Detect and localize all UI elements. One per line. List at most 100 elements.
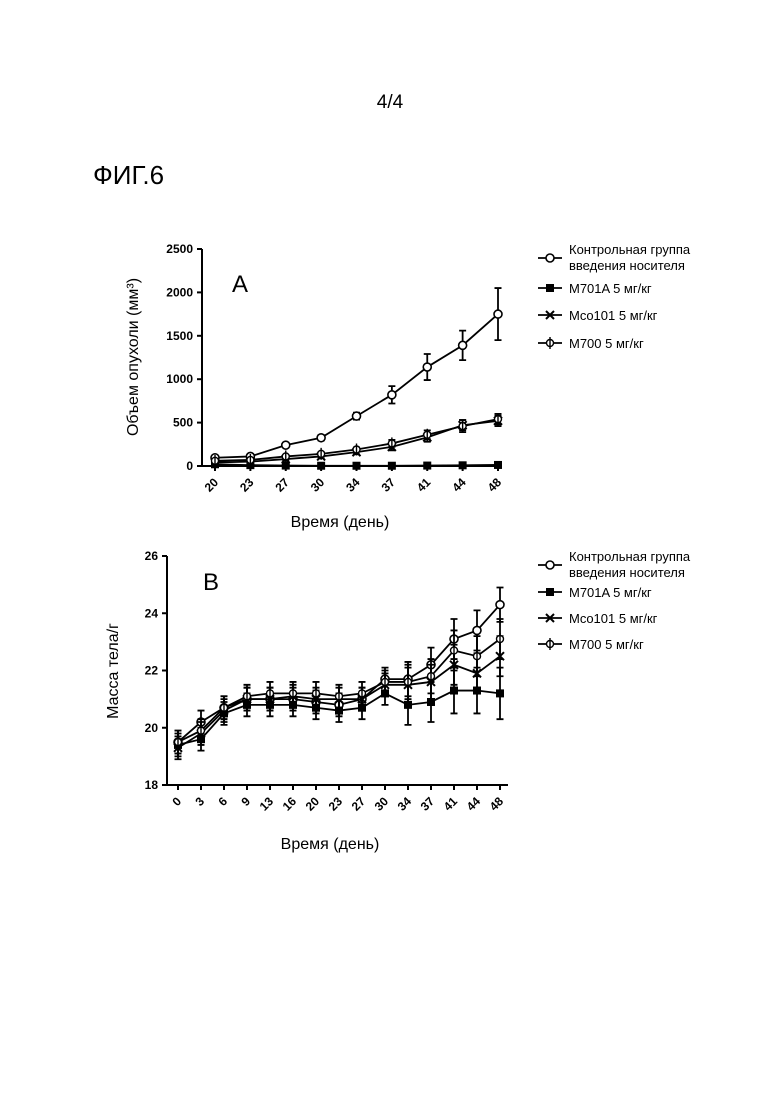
panel-a-series-vehicle-point-3 xyxy=(317,434,325,442)
panel-b-x-tick-label-0: 0 xyxy=(169,794,184,809)
panel-b-x-tick-label-14: 48 xyxy=(487,794,507,814)
panel-a-series-vehicle-point-4 xyxy=(353,412,361,420)
panel-a-series-m701a-point-3-shape xyxy=(317,462,325,470)
legend-b-vehicle-line1: Контрольная группа xyxy=(569,549,691,564)
panel-a-x-tick-label-1: 23 xyxy=(237,475,257,495)
panel-a-x-tick-label-5: 37 xyxy=(379,475,399,495)
panel-b-y-tick-label-2: 22 xyxy=(145,664,159,678)
panel-a-series-vehicle-point-8-shape xyxy=(494,310,502,318)
legend-b-mco101: Mco101 5 мг/кг xyxy=(569,611,658,626)
panel-a-series-m701a-point-6 xyxy=(423,462,431,470)
panel-a-series-vehicle-point-5-shape xyxy=(388,391,396,399)
panel-b-series-m700-point-12 xyxy=(451,644,458,656)
legend-a-vehicle-marker-shape xyxy=(546,254,554,262)
panel-a-y-tick-label-5: 2500 xyxy=(166,242,193,256)
legend-b-m700: M700 5 мг/кг xyxy=(569,637,644,652)
legend-panel-b: Контрольная группа введения носителя M70… xyxy=(538,549,691,652)
panel-b-series-vehicle-point-13-shape xyxy=(473,626,481,634)
legend-a-vehicle-line2: введения носителя xyxy=(569,258,685,273)
panel-b-x-tick-label-1: 3 xyxy=(192,794,207,809)
panel-a-y-tick-label-1: 500 xyxy=(173,416,193,430)
panel-a-x-tick-label-4: 34 xyxy=(343,475,363,495)
panel-a-series-m701a-point-5 xyxy=(388,462,396,470)
legend-a-vehicle-line1: Контрольная группа xyxy=(569,242,691,257)
panel-a-series-m701a-point-8-shape xyxy=(494,461,502,469)
legend-a-m701a-marker-shape xyxy=(546,284,554,292)
panel-a-x-axis-title: Время (день) xyxy=(291,514,390,531)
panel-a-series-m701a-point-5-shape xyxy=(388,462,396,470)
legend-b-m701a-marker xyxy=(546,588,554,596)
panel-a-series-m701a-point-7 xyxy=(459,461,467,469)
panel-b-x-tick-label-5: 16 xyxy=(280,794,300,814)
panel-b-series-m701a-point-12 xyxy=(450,687,458,695)
panel-a-x-tick-label-8: 48 xyxy=(485,475,505,495)
panel-a-series-vehicle-point-2 xyxy=(282,441,290,449)
panel-b-series-m701a-point-14 xyxy=(496,689,504,697)
legend-b-m701a: M701A 5 мг/кг xyxy=(569,585,652,600)
panel-a-y-tick-label-3: 1500 xyxy=(166,329,193,343)
chart-panel-b: B Масса тела/г Время (день) 182022242603… xyxy=(105,549,508,853)
legend-b-vehicle-line2: введения носителя xyxy=(569,565,685,580)
panel-a-x-tick-label-3: 30 xyxy=(308,475,328,495)
panel-a-series-vehicle-point-5 xyxy=(388,391,396,399)
panel-b-series-vehicle-point-14 xyxy=(496,601,504,609)
legend-panel-a: Контрольная группа введения носителя M70… xyxy=(538,242,691,351)
panel-b-x-tick-label-12: 41 xyxy=(441,794,461,814)
panel-a-y-tick-label-0: 0 xyxy=(186,459,193,473)
panel-b-series-vehicle-point-13 xyxy=(473,626,481,634)
legend-b-vehicle-marker-shape xyxy=(546,561,554,569)
legend-b-m700-marker xyxy=(547,638,554,650)
panel-b-x-tick-label-3: 9 xyxy=(238,794,253,809)
legend-a-mco101: Mco101 5 мг/кг xyxy=(569,308,658,323)
panel-a-series-m701a-point-3 xyxy=(317,462,325,470)
panel-b-x-tick-label-4: 13 xyxy=(257,794,277,814)
panel-a-y-tick-label-2: 1000 xyxy=(166,372,193,386)
chart-panel-a: A Объем опухоли (мм³) Время (день) 0 500 1… xyxy=(125,242,504,531)
panel-a-series-m701a-point-8 xyxy=(494,461,502,469)
legend-a-vehicle-marker xyxy=(546,254,554,262)
panel-a-y-tick-label-4: 2000 xyxy=(166,285,193,299)
panel-a-label: A xyxy=(232,271,248,298)
panel-a-series-m701a-point-7-shape xyxy=(459,461,467,469)
legend-a-m700-marker xyxy=(547,337,554,349)
panel-b-y-axis-title: Масса тела/г xyxy=(105,623,122,719)
panel-a-x-tick-label-2: 27 xyxy=(273,475,293,495)
panel-b-x-tick-label-10: 34 xyxy=(395,794,415,814)
panel-b-x-tick-label-9: 30 xyxy=(372,794,392,814)
panel-a-series-m701a-point-6-shape xyxy=(423,462,431,470)
panel-a-series-vehicle-point-7 xyxy=(459,341,467,349)
legend-a-m701a-marker xyxy=(546,284,554,292)
panel-a-series-vehicle-point-3-shape xyxy=(317,434,325,442)
panel-b-x-axis-title: Время (день) xyxy=(281,836,380,853)
figure-canvas: A Объем опухоли (мм³) Время (день) 0 500 1… xyxy=(0,0,780,1103)
panel-a-series-vehicle-point-8 xyxy=(494,310,502,318)
panel-a-series-vehicle-line xyxy=(215,314,498,458)
panel-b-x-tick-label-8: 27 xyxy=(349,794,369,814)
panel-a-series-m701a-point-4 xyxy=(353,462,361,470)
panel-b-x-tick-label-13: 44 xyxy=(464,794,484,814)
legend-a-m701a: M701A 5 мг/кг xyxy=(569,281,652,296)
panel-b-label: B xyxy=(203,569,219,596)
panel-a-x-tick-label-7: 44 xyxy=(449,475,469,495)
panel-b-x-tick-label-11: 37 xyxy=(418,794,438,814)
panel-a-series-vehicle-point-6 xyxy=(423,363,431,371)
panel-a-series-vehicle-point-6-shape xyxy=(423,363,431,371)
legend-a-m700: M700 5 мг/кг xyxy=(569,336,644,351)
legend-b-m701a-marker-shape xyxy=(546,588,554,596)
panel-a-series-vehicle-point-4-shape xyxy=(353,412,361,420)
panel-b-y-tick-label-4: 26 xyxy=(145,549,159,563)
panel-a-y-axis-title: Объем опухоли (мм³) xyxy=(125,278,142,436)
panel-a-series-vehicle-point-7-shape xyxy=(459,341,467,349)
panel-b-x-tick-label-2: 6 xyxy=(215,794,230,809)
panel-a-x-tick-label-6: 41 xyxy=(414,475,434,495)
panel-b-series-m701a-point-12-shape xyxy=(450,687,458,695)
panel-b-series-vehicle-point-14-shape xyxy=(496,601,504,609)
panel-b-y-tick-label-0: 18 xyxy=(145,778,159,792)
panel-a-series-vehicle-point-2-shape xyxy=(282,441,290,449)
panel-b-x-tick-label-6: 20 xyxy=(303,794,323,814)
panel-b-series-m700-point-14 xyxy=(497,633,504,645)
legend-b-vehicle-marker xyxy=(546,561,554,569)
panel-b-series-m700-point-13 xyxy=(474,650,481,662)
panel-a-x-tick-label-0: 20 xyxy=(202,475,222,495)
panel-a-series-m701a-point-4-shape xyxy=(353,462,361,470)
